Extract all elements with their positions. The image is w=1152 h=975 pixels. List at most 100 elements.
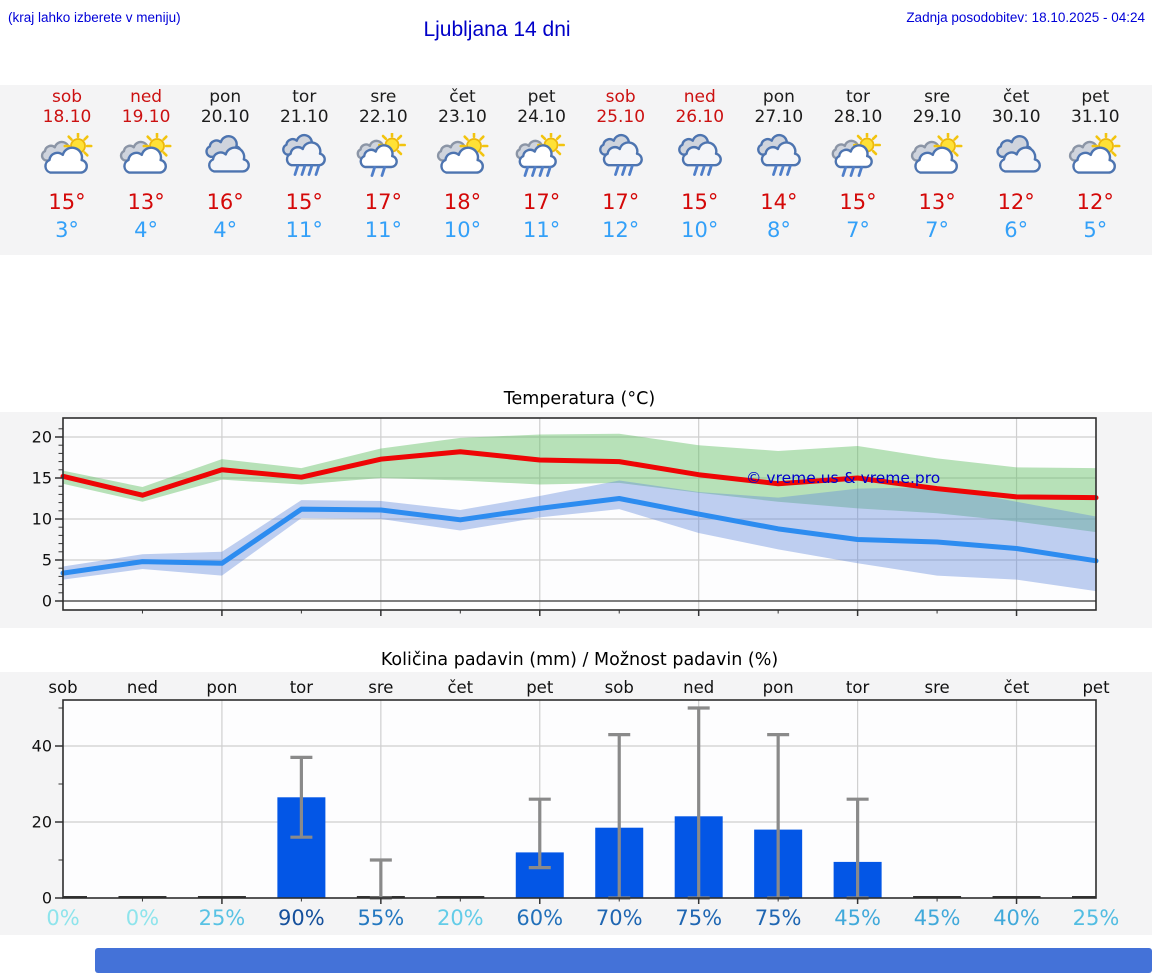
day-date-label: 18.10 [42,107,92,127]
partly-icon [436,131,489,174]
day-icon-slot [738,133,820,185]
day-name-label: tor [845,87,871,107]
cloud-shape [1072,146,1117,174]
max-temperature-label: 12° [1076,190,1114,214]
min-temperature-label: 7° [846,218,870,242]
precip-bar-zero [436,896,485,898]
raindrop-icon [620,165,627,176]
max-temperature-label: 12° [997,190,1035,214]
precipitation-probability-label: 20% [436,906,484,930]
max-temperature-label: 17° [364,190,402,214]
rain-icon [282,133,327,176]
min-temperature-label: 6° [1004,218,1029,242]
precipitation-probability-label: 45% [913,906,961,930]
raindrop-icon [523,166,529,177]
cloud-shape [123,146,168,174]
min-temperature-label: 3° [55,218,79,242]
raindrop-icon [307,165,314,176]
day-icon-slot [975,133,1057,185]
max-temperature-label: 15° [839,190,877,214]
plot-border [62,699,1097,899]
partly-icon [119,131,172,174]
raindrop-icon [706,165,713,176]
last-update-label: Zadnja posodobitev: 18.10.2025 - 04:24 [906,10,1145,25]
error-bar [528,797,551,870]
raindrop-icon [300,165,307,176]
raindrop-icon [380,166,387,177]
raindrop-icon [771,165,778,176]
day-icon-slot [1054,131,1136,185]
day-date-label: 28.10 [833,107,883,127]
day-column: sre 22.10 17° 11° [342,87,424,253]
max-temperature-label: 13° [918,190,956,214]
precipitation-probability-label: 25% [198,906,246,930]
raindrop-icon [370,166,377,177]
partly-icon [40,131,93,174]
error-bar [290,755,313,839]
raindrop-icon [785,165,792,176]
day-icon-slot [580,133,662,185]
partly-icon [910,131,963,174]
horizontal-scrollbar-thumb[interactable] [95,948,1152,973]
day-icon-slot [422,131,504,185]
day-date-label: 27.10 [754,107,804,127]
day-column: pon 27.10 14° 8° [738,87,820,253]
cloud-shape [359,144,399,169]
min-temperature-label: 11° [364,218,402,242]
day-name-label: pet [527,87,556,107]
day-name-label: čet [1002,87,1030,107]
y-axis-label: 15 [32,469,52,488]
day-name-label: pon [209,87,242,107]
raindrop-icon [849,166,856,177]
precipitation-probability-label: 0% [46,906,80,930]
min-temperature-label: 10° [681,218,719,242]
precipitation-chart-svg: 0 20 40 sob ned pon tor sre čet pet sob ned pon tor sr… [0,650,1152,935]
precip-bar-zero [992,896,1041,898]
day-icon-slot [26,131,108,185]
day-label: sob [48,678,77,697]
precipitation-probability-label: 0% [125,906,160,930]
location-menu-hint: (kraj lahko izberete v meniju) [8,10,181,25]
precip-bar-zero [913,896,962,898]
day-icon-slot [105,131,187,185]
raindrop-icon [613,165,620,176]
cloud-shape [999,146,1042,173]
day-name-label: ned [683,87,716,107]
day-icon-slot [342,131,424,185]
raindrop-icon [857,166,863,177]
day-column: ned 19.10 13° 4° [105,87,187,253]
y-axis-label: 20 [32,813,52,832]
sun-rain-icon [831,131,882,177]
sun-rain-icon [515,131,565,177]
y-axis-label: 0 [42,592,52,611]
min-temperature-label: 11° [285,218,323,242]
y-axis-label: 5 [42,551,52,570]
day-name-label: sob [605,87,636,107]
sun-rain-icon [357,131,407,177]
day-column: pet 24.10 17° 11° [501,87,583,253]
day-date-label: 21.10 [279,107,329,127]
day-column: tor 28.10 15° 7° [817,87,899,253]
day-date-label: 31.10 [1070,107,1120,127]
precipitation-probability-label: 90% [278,906,325,930]
precipitation-probability-label: 75% [675,906,723,930]
partly-icon [1069,131,1121,174]
raindrop-icon [778,165,785,176]
max-temperature-label: 13° [127,190,165,214]
day-icon-slot [184,133,266,185]
day-label: sre [924,678,949,697]
day-date-label: 30.10 [991,107,1041,127]
raindrop-icon [293,165,300,176]
day-name-label: sre [924,87,951,107]
min-temperature-label: 5° [1083,218,1108,242]
day-name-label: čet [449,87,476,107]
day-name-label: pet [1081,87,1110,107]
day-icon-slot [263,133,345,185]
precip-bar-zero [197,896,246,898]
day-date-label: 22.10 [359,107,408,127]
cloud-shape [602,141,643,167]
raindrop-icon [545,166,552,177]
cloudy-icon [205,135,251,173]
day-column: pon 20.10 16° 4° [184,87,266,253]
